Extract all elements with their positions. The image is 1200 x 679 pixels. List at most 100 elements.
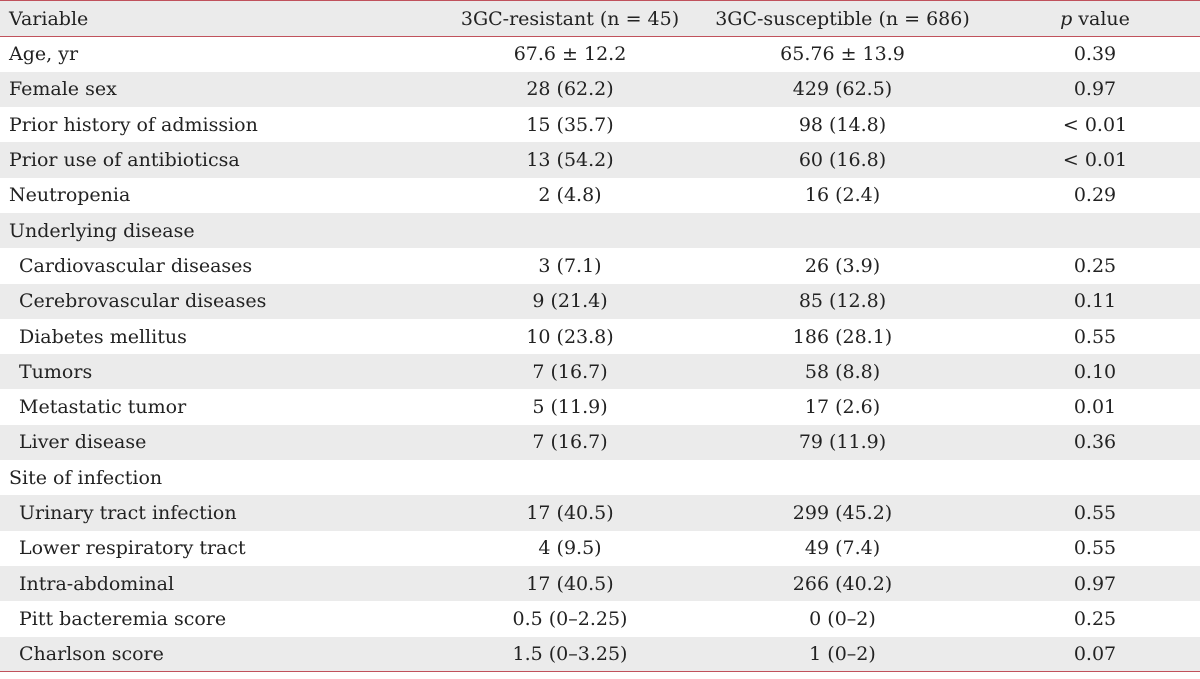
row-label: Charlson score	[19, 642, 164, 665]
resistant-value: 28 (62.2)	[526, 78, 614, 101]
row-label: Age, yr	[9, 43, 79, 66]
resistant-value	[445, 213, 695, 248]
table-row: Prior use of antibioticsa 13 (54.2) 60 (…	[0, 142, 1200, 178]
section-label: Underlying disease	[9, 219, 195, 242]
p-value: 0.25	[1073, 607, 1117, 630]
table-header: Variable 3GC-resistant (n = 45) 3GC-susc…	[0, 0, 1200, 37]
row-label: Metastatic tumor	[19, 396, 187, 419]
p-value: < 0.01	[1062, 113, 1128, 136]
p-value: 0.55	[1073, 325, 1117, 348]
table-row: Liver disease 7 (16.7) 79 (11.9) 0.36	[0, 424, 1200, 461]
p-value: 0.55	[1073, 502, 1117, 524]
p-value: 0.25	[1073, 254, 1117, 277]
resistant-value: 67.6 ± 12.2	[513, 43, 627, 66]
p-value: 0.29	[1073, 184, 1117, 207]
resistant-value: 17 (40.5)	[526, 502, 614, 524]
table-row: Metastatic tumor 5 (11.9) 17 (2.6) 0.01	[0, 389, 1200, 424]
row-label: Cerebrovascular diseases	[19, 290, 267, 313]
row-label: Neutropenia	[9, 184, 131, 207]
header-resistant: 3GC-resistant (n = 45)	[460, 7, 680, 30]
row-label: Cardiovascular diseases	[19, 254, 253, 277]
susceptible-value: 26 (3.9)	[804, 254, 881, 277]
header-susceptible: 3GC-susceptible (n = 686)	[715, 7, 970, 30]
table-row: Female sex 28 (62.2) 429 (62.5) 0.97	[0, 71, 1200, 108]
susceptible-value: 65.76 ± 13.9	[780, 43, 905, 66]
resistant-value: 13 (54.2)	[526, 149, 614, 172]
row-label: Urinary tract infection	[19, 502, 237, 524]
table-row: Lower respiratory tract 4 (9.5) 49 (7.4)…	[0, 531, 1200, 566]
table-row: Tumors 7 (16.7) 58 (8.8) 0.10	[0, 354, 1200, 390]
table-row: Cerebrovascular diseases 9 (21.4) 85 (12…	[0, 283, 1200, 319]
susceptible-value: 299 (45.2)	[792, 502, 893, 524]
susceptible-value: 85 (12.8)	[798, 290, 887, 313]
resistant-value: 10 (23.8)	[526, 325, 614, 348]
table-body: Age, yr 67.6 ± 12.2 65.76 ± 13.9 0.39 Fe…	[0, 37, 1200, 672]
susceptible-value: 17 (2.6)	[804, 396, 881, 419]
row-label: Prior history of admission	[9, 113, 258, 136]
susceptible-value: 49 (7.4)	[804, 537, 881, 560]
header-p-suffix: value	[1072, 7, 1130, 30]
susceptible-value: 266 (40.2)	[792, 572, 893, 595]
row-label: Female sex	[9, 78, 117, 101]
header-p-symbol: p	[1060, 7, 1073, 30]
row-label: Prior use of antibioticsa	[9, 149, 240, 172]
susceptible-value	[695, 460, 990, 495]
resistant-value: 3 (7.1)	[538, 254, 602, 277]
section-row: Site of infection	[0, 460, 1200, 495]
p-value: 0.07	[1073, 642, 1117, 665]
section-label: Site of infection	[9, 466, 163, 489]
susceptible-value: 60 (16.8)	[798, 149, 887, 172]
header-p-value: p value	[990, 1, 1200, 37]
table-row: Prior history of admission 15 (35.7) 98 …	[0, 107, 1200, 142]
susceptible-value	[695, 213, 990, 248]
resistant-value: 7 (16.7)	[532, 431, 608, 454]
resistant-value: 17 (40.5)	[526, 572, 614, 595]
p-value: 0.11	[1073, 290, 1117, 313]
susceptible-value: 186 (28.1)	[792, 325, 893, 348]
resistant-value: 9 (21.4)	[532, 290, 608, 313]
resistant-value: 7 (16.7)	[532, 360, 608, 383]
row-label: Intra-abdominal	[19, 572, 175, 595]
table-row: Urinary tract infection 17 (40.5) 299 (4…	[0, 495, 1200, 531]
susceptible-value: 98 (14.8)	[798, 113, 887, 136]
table-row: Intra-abdominal 17 (40.5) 266 (40.2) 0.9…	[0, 565, 1200, 602]
header-variable: Variable	[9, 7, 89, 30]
resistant-value: 0.5 (0–2.25)	[512, 607, 628, 630]
resistant-value: 2 (4.8)	[538, 184, 602, 207]
resistant-value: 1.5 (0–3.25)	[512, 642, 628, 665]
resistant-value	[445, 460, 695, 495]
table-row: Cardiovascular diseases 3 (7.1) 26 (3.9)…	[0, 248, 1200, 283]
susceptible-value: 58 (8.8)	[804, 360, 881, 383]
row-label: Pitt bacteremia score	[19, 607, 227, 630]
header-row: Variable 3GC-resistant (n = 45) 3GC-susc…	[0, 0, 1200, 37]
table-row: Pitt bacteremia score 0.5 (0–2.25) 0 (0–…	[0, 601, 1200, 636]
p-value: 0.97	[1073, 572, 1117, 595]
p-value	[990, 460, 1200, 495]
p-value: 0.10	[1073, 360, 1117, 383]
table-row: Charlson score 1.5 (0–3.25) 1 (0–2) 0.07	[0, 636, 1200, 672]
table-row: Age, yr 67.6 ± 12.2 65.76 ± 13.9 0.39	[0, 37, 1200, 72]
p-value	[990, 213, 1200, 248]
p-value: 0.55	[1073, 537, 1117, 560]
p-value: 0.97	[1073, 78, 1117, 101]
p-value: 0.39	[1073, 43, 1117, 66]
section-row: Underlying disease	[0, 212, 1200, 249]
p-value: < 0.01	[1062, 149, 1128, 172]
row-label: Tumors	[19, 360, 93, 383]
table-row: Diabetes mellitus 10 (23.8) 186 (28.1) 0…	[0, 319, 1200, 354]
susceptible-value: 16 (2.4)	[804, 184, 881, 207]
row-label: Liver disease	[19, 431, 147, 454]
susceptible-value: 1 (0–2)	[809, 642, 876, 665]
susceptible-value: 0 (0–2)	[809, 607, 876, 630]
susceptible-value: 79 (11.9)	[798, 431, 887, 454]
resistant-value: 15 (35.7)	[526, 113, 614, 136]
row-label: Diabetes mellitus	[19, 325, 187, 348]
p-value: 0.01	[1073, 396, 1117, 419]
resistant-value: 4 (9.5)	[538, 537, 602, 560]
table-row: Neutropenia 2 (4.8) 16 (2.4) 0.29	[0, 178, 1200, 213]
resistant-value: 5 (11.9)	[532, 396, 608, 419]
susceptible-value: 429 (62.5)	[792, 78, 893, 101]
row-label: Lower respiratory tract	[19, 537, 246, 560]
p-value: 0.36	[1073, 431, 1117, 454]
